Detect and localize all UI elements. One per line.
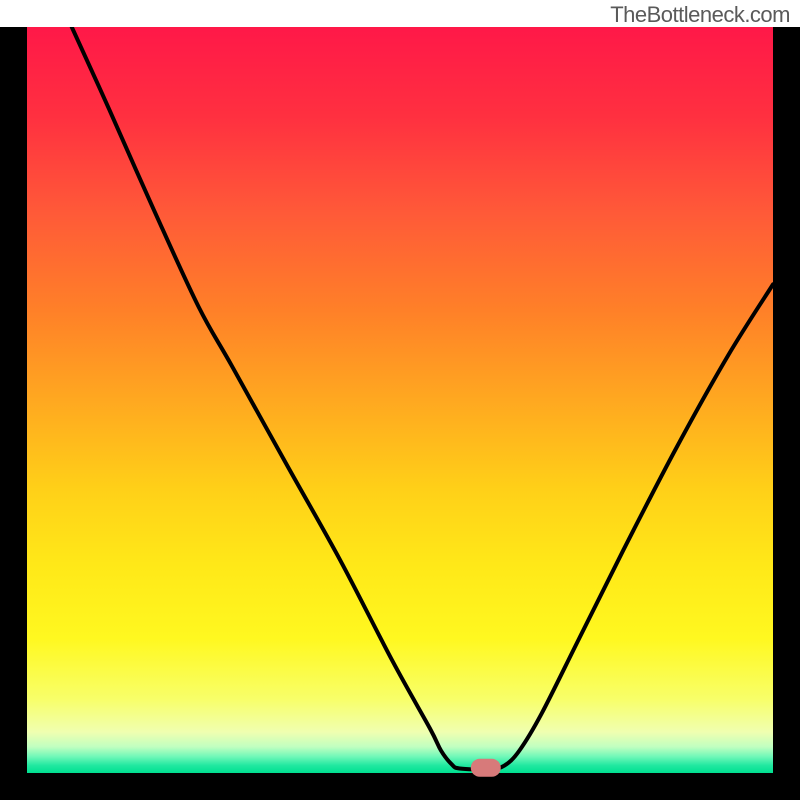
- chart-svg: [0, 27, 800, 800]
- optimum-marker: [471, 759, 501, 777]
- plot-background: [27, 27, 773, 773]
- bottleneck-chart: [0, 27, 800, 800]
- watermark-text: TheBottleneck.com: [610, 2, 790, 28]
